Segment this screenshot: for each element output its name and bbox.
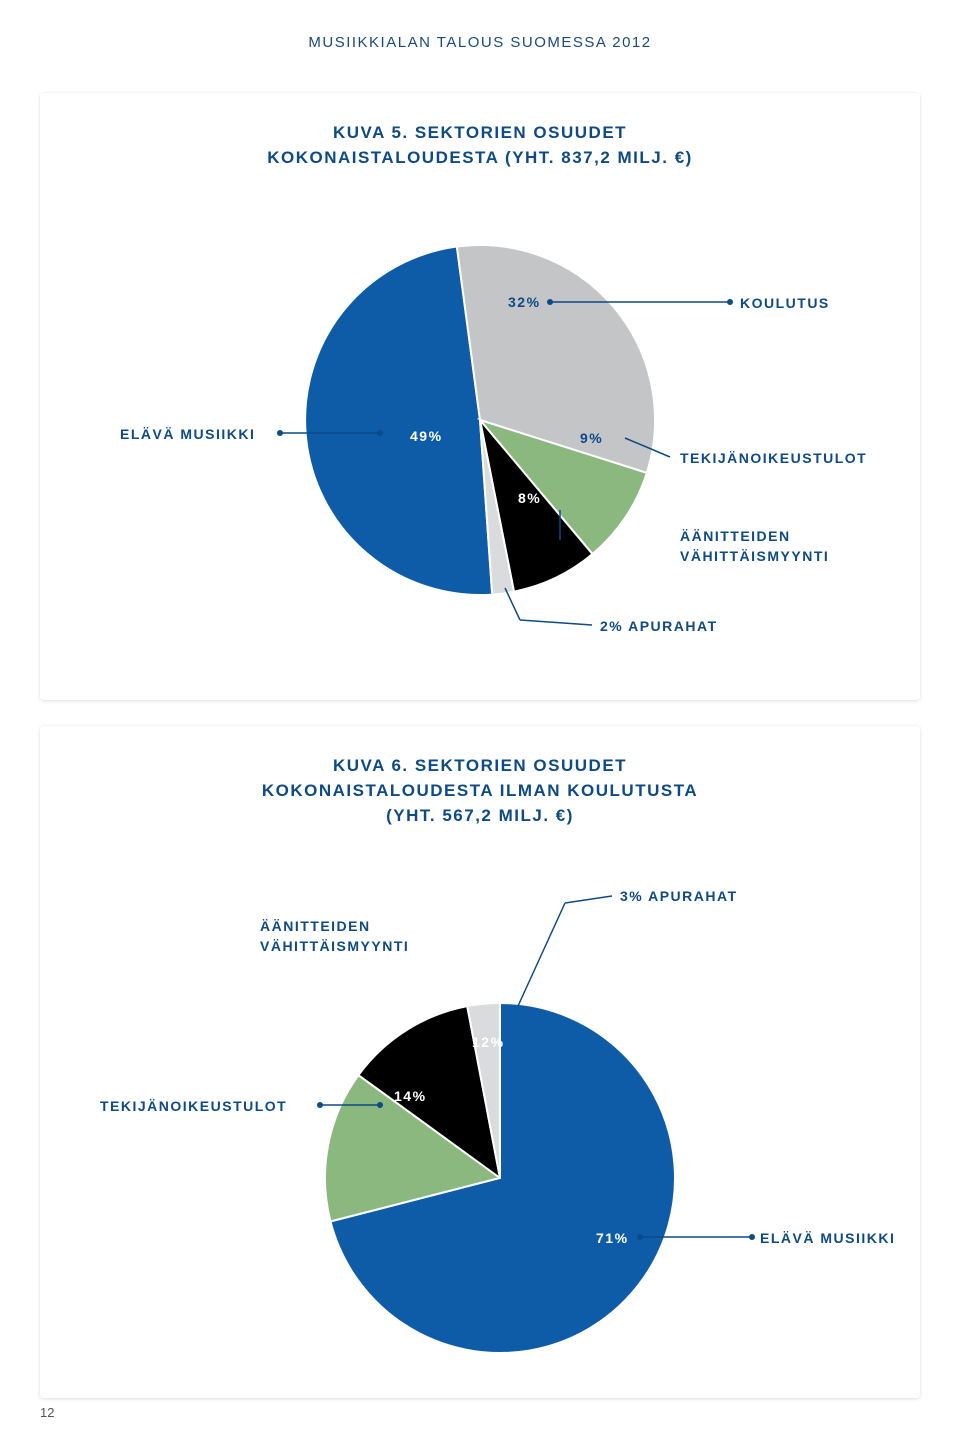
chart2-pie [320, 998, 680, 1358]
chart1-pct-aanit: 8% [518, 490, 541, 506]
chart1-lbl-tekija: TEKIJÄNOIKEUSTULOT [680, 450, 867, 466]
chart1-title-line1: KUVA 5. SEKTORIEN OSUUDET [40, 121, 920, 146]
chart2-area: 12% 14% 71% 3% APURAHAT ÄÄNITTEIDEN VÄHI… [40, 838, 920, 1398]
chart1-area: 32% 49% 9% 8% KOULUTUS ELÄVÄ MUSIIKKI TE… [40, 180, 920, 700]
chart2-lbl-aanit2: VÄHITTÄISMYYNTI [260, 938, 409, 954]
chart1-lbl-koulutus: KOULUTUS [740, 295, 830, 311]
chart2-pct-tekija: 14% [394, 1088, 427, 1104]
page-number: 12 [40, 1405, 54, 1420]
chart2-pct-elava: 71% [596, 1230, 629, 1246]
chart2-title: KUVA 6. SEKTORIEN OSUUDET KOKONAISTALOUD… [40, 726, 920, 838]
chart2-pct-aanit: 12% [472, 1034, 505, 1050]
chart1-pie [300, 240, 660, 600]
chart2-title-line1: KUVA 6. SEKTORIEN OSUUDET [40, 754, 920, 779]
chart2-lbl-elava: ELÄVÄ MUSIIKKI [760, 1230, 895, 1246]
chart2-card: KUVA 6. SEKTORIEN OSUUDET KOKONAISTALOUD… [40, 726, 920, 1398]
chart1-lbl-apu: 2% APURAHAT [600, 618, 718, 634]
chart1-pct-koulutus: 32% [508, 294, 541, 310]
chart2-lbl-aanit1: ÄÄNITTEIDEN [260, 918, 371, 934]
chart1-lbl-aanit1: ÄÄNITTEIDEN [680, 528, 791, 544]
page-header: MUSIIKKIALAN TALOUS SUOMESSA 2012 [0, 0, 960, 71]
chart1-lbl-aanit2: VÄHITTÄISMYYNTI [680, 548, 829, 564]
chart2-lbl-tekija: TEKIJÄNOIKEUSTULOT [100, 1098, 287, 1114]
chart1-card: KUVA 5. SEKTORIEN OSUUDET KOKONAISTALOUD… [40, 93, 920, 700]
chart2-title-line3: (YHT. 567,2 MILJ. €) [40, 804, 920, 829]
chart2-lbl-apu: 3% APURAHAT [620, 888, 738, 904]
chart1-title: KUVA 5. SEKTORIEN OSUUDET KOKONAISTALOUD… [40, 93, 920, 180]
chart1-pct-elava: 49% [410, 428, 443, 444]
chart1-pct-tekija: 9% [580, 430, 603, 446]
chart1-title-line2: KOKONAISTALOUDESTA (YHT. 837,2 MILJ. €) [40, 146, 920, 171]
chart2-title-line2: KOKONAISTALOUDESTA ILMAN KOULUTUSTA [40, 779, 920, 804]
chart1-lbl-elava: ELÄVÄ MUSIIKKI [120, 426, 255, 442]
